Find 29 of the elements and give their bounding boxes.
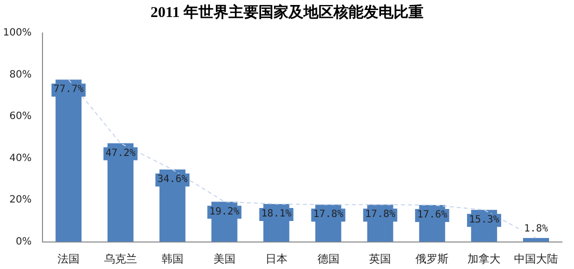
y-tick-label: 60%	[9, 111, 32, 122]
data-label: 15.3%	[469, 214, 500, 226]
y-tick-label: 100%	[2, 28, 32, 39]
x-tick-label: 乌克兰	[104, 252, 137, 266]
x-tick-label: 法国	[58, 252, 80, 266]
y-tick-label: 80%	[9, 69, 32, 80]
data-label: 1.8%	[524, 224, 548, 235]
x-tick-label: 美国	[213, 252, 236, 266]
y-tick-label: 0%	[16, 236, 32, 248]
x-tick-label: 德国	[317, 252, 340, 266]
data-label: 77.7%	[54, 84, 84, 96]
y-tick-label: 20%	[9, 194, 32, 206]
x-tick-label: 韩国	[161, 252, 184, 266]
x-tick-label: 加拿大	[468, 252, 501, 266]
x-tick-label: 俄罗斯	[416, 252, 449, 266]
data-label: 19.2%	[209, 206, 240, 218]
x-tick-label: 日本	[265, 252, 288, 266]
data-label: 17.6%	[417, 210, 448, 221]
data-label: 18.1%	[261, 208, 292, 220]
chart-title: 2011 年世界主要国家及地区核能发电比重	[150, 2, 424, 23]
bar	[523, 238, 550, 242]
x-tick-label: 中国大陆	[514, 252, 558, 266]
data-label: 34.6%	[157, 174, 188, 186]
data-label: 17.8%	[313, 209, 344, 220]
x-tick-label: 英国	[369, 252, 392, 266]
data-label: 17.8%	[365, 209, 396, 220]
y-tick-label: 40%	[9, 152, 32, 164]
bar	[56, 80, 82, 242]
data-label: 47.2%	[105, 148, 136, 159]
